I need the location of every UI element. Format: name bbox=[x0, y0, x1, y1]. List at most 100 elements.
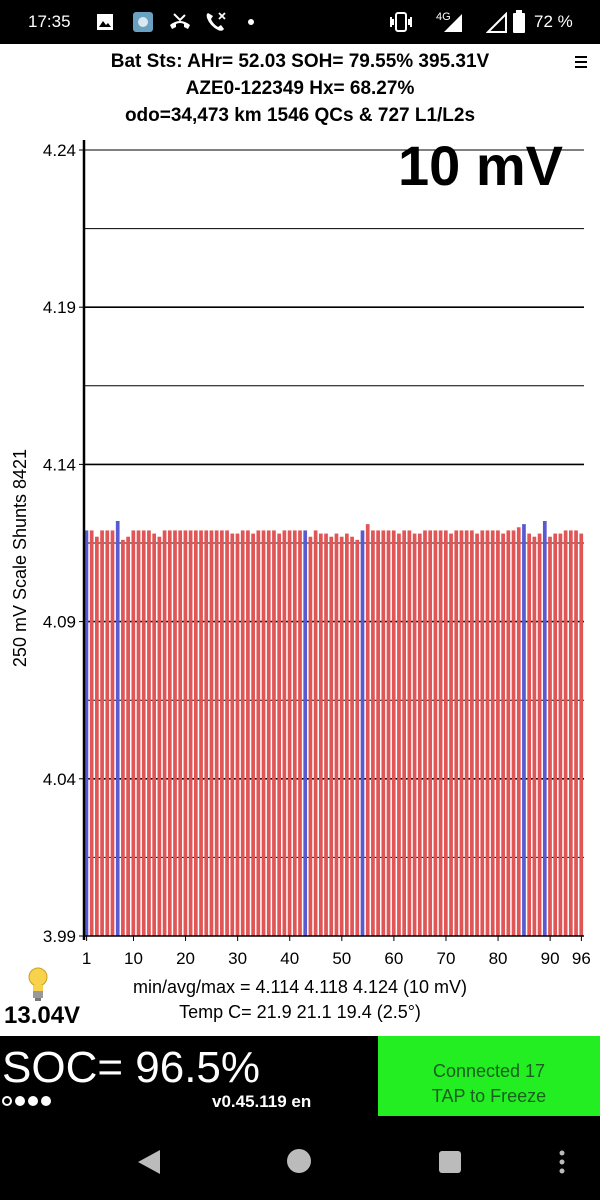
state-of-charge: SOC= 96.5% bbox=[2, 1043, 261, 1092]
cell-bar bbox=[532, 536, 537, 936]
status-bar: 17:35 4G 72 % bbox=[0, 0, 600, 44]
cell-bar bbox=[209, 530, 214, 936]
cell-bar bbox=[110, 530, 115, 936]
cell-bar bbox=[136, 530, 141, 936]
status-dot-hollow bbox=[2, 1095, 12, 1106]
y-axis-label: 250 mV Scale Shunts 8421 bbox=[10, 449, 30, 667]
cell-bar bbox=[386, 530, 391, 936]
cell-bar bbox=[454, 530, 459, 936]
cell-bar bbox=[350, 536, 354, 936]
cell-bar bbox=[188, 530, 193, 936]
cell-bar bbox=[579, 533, 584, 936]
recents-icon[interactable] bbox=[438, 1150, 462, 1174]
cell-bar bbox=[334, 533, 339, 936]
weather-icon bbox=[133, 12, 153, 32]
navigation-bar bbox=[0, 1120, 600, 1200]
x-tick-label: 1 bbox=[82, 949, 91, 968]
odometer-line: odo=34,473 km 1546 QCs & 727 L1/L2s bbox=[124, 105, 476, 126]
cell-bar bbox=[501, 533, 505, 936]
cell-bar bbox=[443, 530, 448, 936]
cell-bar bbox=[537, 533, 542, 936]
y-tick-label: 4.24 bbox=[43, 141, 76, 160]
vibrate-icon bbox=[390, 12, 412, 32]
cell-bar-shunt bbox=[303, 530, 308, 936]
cell-bar bbox=[313, 530, 318, 936]
cell-bar bbox=[397, 533, 401, 936]
x-tick-label: 90 bbox=[541, 949, 560, 968]
x-tick-label: 30 bbox=[228, 949, 247, 968]
cell-bar bbox=[433, 530, 438, 936]
cell-bar bbox=[470, 530, 474, 936]
lightbulb-icon bbox=[28, 967, 48, 1001]
min-avg-max-line: min/avg/max = 4.114 4.118 4.124 (10 mV) bbox=[132, 977, 468, 997]
cell-bar-shunt bbox=[115, 520, 120, 936]
cell-bar bbox=[251, 533, 255, 936]
image-icon bbox=[97, 14, 113, 30]
cell-bar bbox=[126, 536, 130, 936]
x-tick-label: 60 bbox=[384, 949, 403, 968]
cell-bar bbox=[214, 530, 219, 936]
dot-icon bbox=[248, 19, 254, 25]
cell-bar bbox=[485, 530, 490, 936]
cell-bar bbox=[240, 530, 245, 936]
connect-freeze-button[interactable]: Connected 17 TAP to Freeze bbox=[378, 1036, 600, 1116]
cell-bar-shunt bbox=[84, 530, 89, 936]
signal-empty-icon bbox=[486, 12, 507, 33]
connect-status-label: Connected 17 bbox=[432, 1060, 546, 1081]
cell-bar bbox=[292, 530, 297, 936]
cell-bar bbox=[548, 536, 552, 936]
home-icon[interactable] bbox=[286, 1148, 312, 1174]
cell-bar bbox=[162, 530, 167, 936]
cell-bar bbox=[568, 530, 573, 936]
cell-bar bbox=[402, 530, 407, 936]
cell-bar bbox=[329, 536, 334, 936]
x-tick-label: 10 bbox=[124, 949, 143, 968]
cell-bar bbox=[365, 524, 370, 936]
vehicle-id-line: AZE0-122349 Hx= 68.27% bbox=[185, 78, 415, 99]
x-tick-label: 20 bbox=[176, 949, 195, 968]
cell-bar bbox=[475, 533, 479, 936]
cell-bar bbox=[324, 533, 328, 936]
back-icon[interactable] bbox=[136, 1148, 162, 1176]
x-tick-label: 96 bbox=[572, 949, 591, 968]
cell-bar-shunt bbox=[522, 524, 526, 936]
missed-call-icon bbox=[170, 13, 190, 29]
app-version: v0.45.119 en bbox=[212, 1092, 312, 1111]
cell-bar bbox=[563, 530, 568, 936]
cell-bar bbox=[516, 527, 521, 936]
more-icon[interactable] bbox=[558, 1150, 566, 1174]
signal-icon bbox=[444, 14, 462, 32]
y-tick-label: 4.19 bbox=[43, 298, 76, 317]
cell-bar bbox=[391, 530, 396, 936]
cell-bar bbox=[178, 530, 183, 936]
cell-bar bbox=[131, 530, 136, 936]
cell-bar bbox=[381, 530, 386, 936]
cell-bar bbox=[553, 533, 558, 936]
cell-bar bbox=[355, 539, 360, 936]
cell-bar bbox=[527, 533, 532, 936]
cell-bar bbox=[371, 530, 375, 936]
cell-bar bbox=[220, 530, 224, 936]
cell-bar bbox=[95, 536, 99, 936]
cell-bar bbox=[277, 533, 282, 936]
battery-status-line: Bat Sts: AHr= 52.03 SOH= 79.55% 395.31V bbox=[110, 51, 490, 72]
cell-bar bbox=[423, 530, 427, 936]
cell-bar bbox=[157, 536, 162, 936]
cell-bar-shunt bbox=[542, 520, 547, 936]
call-icon bbox=[206, 12, 226, 31]
cell-bar bbox=[480, 530, 485, 936]
cell-bar bbox=[496, 530, 500, 936]
cell-bar bbox=[147, 530, 151, 936]
cell-bar bbox=[449, 533, 453, 936]
cell-bar bbox=[490, 530, 495, 936]
status-time: 17:35 bbox=[28, 12, 71, 31]
cell-bar bbox=[105, 530, 110, 936]
cell-bar bbox=[141, 530, 146, 936]
battery-icon bbox=[513, 10, 525, 33]
x-tick-label: 70 bbox=[437, 949, 456, 968]
cell-bar bbox=[272, 530, 276, 936]
cell-bar bbox=[464, 530, 469, 936]
menu-icon[interactable] bbox=[575, 56, 589, 72]
cell-bar bbox=[230, 533, 235, 936]
cell-voltage-chart[interactable]: 4.24 4.19 4.14 4.09 4.04 3.99 1 10 20 30 40 50 60 70 8… bbox=[0, 130, 600, 980]
